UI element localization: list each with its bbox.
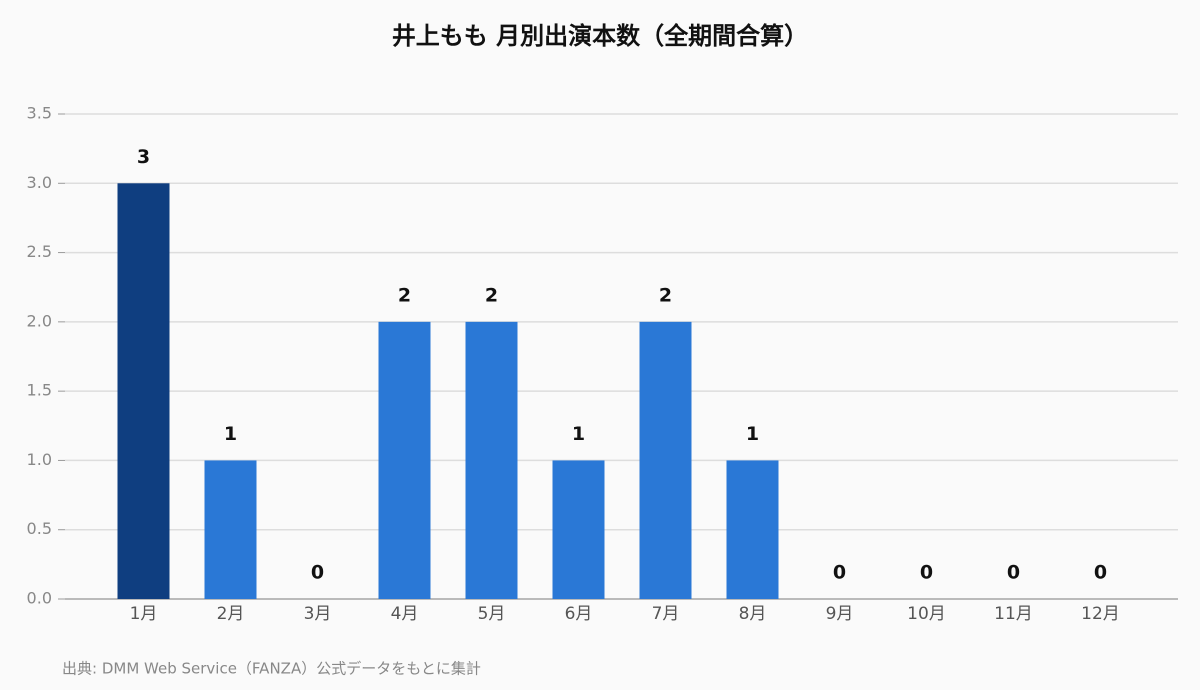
chart-title: 井上もも 月別出演本数（全期間合算）	[392, 22, 808, 50]
bar	[204, 460, 257, 599]
bar	[117, 183, 170, 600]
value-label: 1	[224, 423, 237, 445]
source-note: 出典: DMM Web Service（FANZA）公式データをもとに集計	[62, 660, 481, 678]
x-tick-label: 12月	[1081, 604, 1120, 624]
bar	[378, 321, 431, 599]
x-tick-label: 2月	[217, 604, 245, 624]
value-label: 3	[137, 146, 150, 168]
x-tick-label: 10月	[907, 604, 946, 624]
x-tick-label: 3月	[304, 604, 332, 624]
y-tick-label: 0.0	[27, 589, 52, 608]
bar	[552, 460, 605, 599]
value-label: 1	[746, 423, 759, 445]
bar	[465, 321, 518, 599]
y-tick-label: 2.0	[27, 311, 52, 330]
x-tick-label: 7月	[652, 604, 680, 624]
value-label: 0	[311, 562, 324, 584]
y-tick-label: 3.0	[27, 173, 52, 192]
value-label: 0	[1007, 562, 1020, 584]
y-tick-label: 1.5	[27, 381, 52, 400]
value-label: 2	[398, 284, 411, 306]
value-label: 0	[1094, 562, 1107, 584]
x-tick-label: 8月	[739, 604, 767, 624]
bar	[726, 460, 779, 599]
value-label: 0	[920, 562, 933, 584]
y-tick-label: 0.5	[27, 519, 52, 538]
y-tick-label: 1.0	[27, 450, 52, 469]
y-tick-label: 2.5	[27, 242, 52, 261]
value-label: 1	[572, 423, 585, 445]
x-tick-label: 6月	[565, 604, 593, 624]
value-label: 2	[485, 284, 498, 306]
x-tick-label: 4月	[391, 604, 419, 624]
x-tick-label: 1月	[130, 604, 158, 624]
x-tick-label: 5月	[478, 604, 506, 624]
y-tick-label: 3.5	[27, 104, 52, 123]
x-tick-label: 11月	[994, 604, 1033, 624]
x-tick-label: 9月	[826, 604, 854, 624]
bar	[639, 321, 692, 599]
value-label: 0	[833, 562, 846, 584]
value-label: 2	[659, 284, 672, 306]
